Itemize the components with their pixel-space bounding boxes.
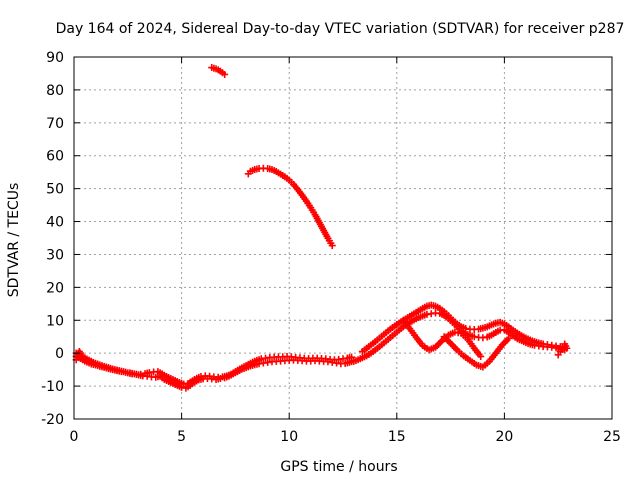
y-tick-label: 10 bbox=[46, 313, 64, 329]
series-track-dip bbox=[399, 316, 485, 360]
y-tick-label: 60 bbox=[46, 149, 64, 165]
plot-frame bbox=[73, 56, 613, 420]
series-track-late-rise-low bbox=[350, 309, 569, 365]
data-point-marker bbox=[563, 344, 571, 352]
y-tick-label: 80 bbox=[46, 83, 64, 99]
y-tick-label: 20 bbox=[46, 280, 64, 296]
data-point-marker bbox=[505, 334, 513, 342]
y-tick-label: -10 bbox=[41, 379, 64, 395]
x-tick-label: 5 bbox=[177, 429, 186, 445]
x-axis-label: GPS time / hours bbox=[280, 459, 397, 475]
data-point-marker bbox=[348, 353, 356, 361]
data-point-marker bbox=[79, 355, 87, 363]
series-track-end-cluster bbox=[554, 340, 571, 359]
x-tick-label: 0 bbox=[70, 429, 79, 445]
x-tick-label: 25 bbox=[603, 429, 621, 445]
series-track-second-dip bbox=[440, 333, 513, 371]
series-track-main-high bbox=[72, 349, 356, 388]
y-tick-label: 40 bbox=[46, 215, 64, 231]
x-axis-ticks: 0 5 10 15 20 25 bbox=[70, 57, 621, 445]
y-axis-label: SDTVAR / TECUs bbox=[6, 183, 22, 298]
data-point-marker bbox=[477, 352, 485, 360]
y-tick-label: 50 bbox=[46, 182, 64, 198]
grid-lines bbox=[74, 57, 612, 419]
y-tick-label: -20 bbox=[41, 412, 64, 428]
y-tick-label: 30 bbox=[46, 247, 64, 263]
y-axis-ticks: -20 -10 0 10 20 30 40 50 60 70 80 90 bbox=[41, 50, 612, 428]
chart-title: Day 164 of 2024, Sidereal Day-to-day VTE… bbox=[56, 21, 625, 37]
y-tick-label: 0 bbox=[55, 346, 64, 362]
y-tick-label: 90 bbox=[46, 50, 64, 66]
series-track-late-rise-high bbox=[358, 301, 569, 356]
data-points bbox=[72, 64, 571, 392]
data-point-marker bbox=[221, 70, 229, 78]
data-point-marker bbox=[328, 242, 336, 250]
x-tick-label: 15 bbox=[388, 429, 406, 445]
series-track-high-elevation bbox=[208, 64, 229, 78]
y-tick-label: 70 bbox=[46, 116, 64, 132]
x-tick-label: 10 bbox=[280, 429, 298, 445]
x-tick-label: 20 bbox=[495, 429, 513, 445]
series-track-descending-arc bbox=[244, 164, 336, 250]
